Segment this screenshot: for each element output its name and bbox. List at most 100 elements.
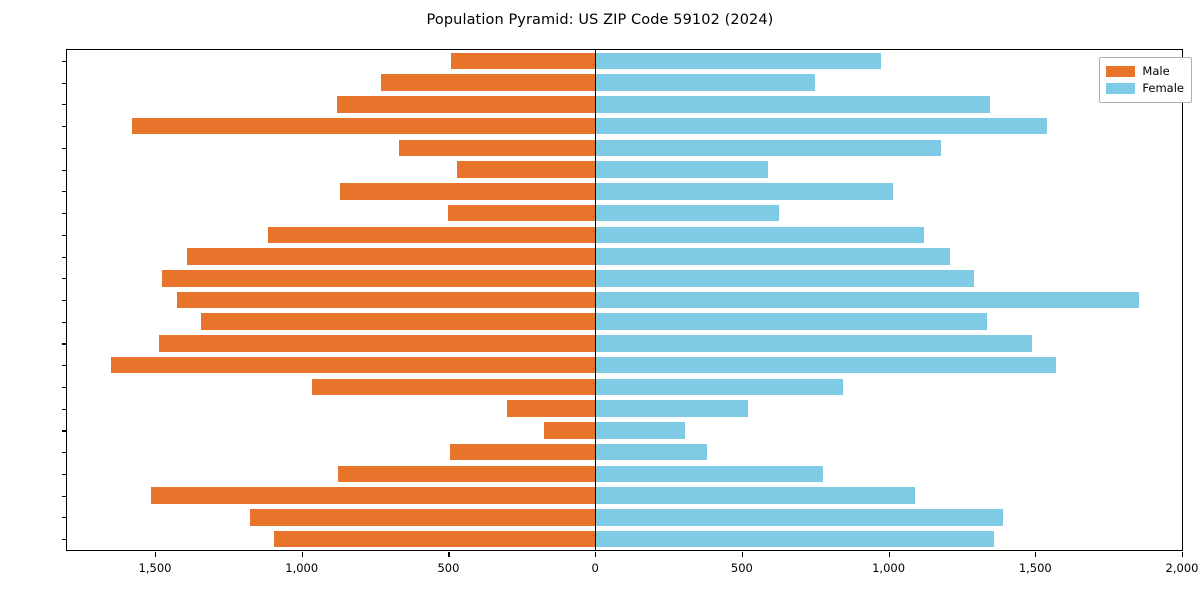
y-axis-tick: [62, 365, 67, 367]
bar-male[interactable]: [162, 270, 596, 287]
y-axis-tick: [62, 408, 67, 410]
x-axis-tick-label: 2,000: [1165, 561, 1199, 575]
bar-female[interactable]: [595, 487, 915, 504]
plot-area: 85+80-8475-7970-7467-6965-6662-6460-6155…: [62, 49, 1198, 575]
bar-male[interactable]: [448, 204, 596, 222]
x-axis-tick: [1182, 552, 1184, 557]
x-axis-tick-label: 1,500: [1018, 561, 1052, 575]
bar-female[interactable]: [595, 248, 951, 265]
bar-female[interactable]: [595, 291, 1140, 309]
bar-female[interactable]: [595, 161, 769, 178]
bar-male[interactable]: [338, 465, 596, 483]
y-axis-tick: [62, 169, 67, 171]
bar-female[interactable]: [595, 139, 942, 157]
chart-title: Population Pyramid: US ZIP Code 59102 (2…: [426, 12, 774, 28]
bar-female[interactable]: [595, 400, 748, 417]
y-axis-tick: [62, 300, 67, 302]
bar-female[interactable]: [595, 270, 974, 287]
y-axis-tick: [62, 147, 67, 149]
legend-item[interactable]: Male: [1106, 63, 1184, 80]
bar-male[interactable]: [507, 400, 596, 417]
x-axis-tick: [448, 552, 450, 557]
zero-axis-line: [595, 50, 597, 550]
bar-row: [67, 422, 1182, 439]
bar-female[interactable]: [595, 74, 816, 91]
y-axis-tick: [62, 104, 67, 106]
bar-row: [67, 139, 1182, 157]
chart-legend: Male Female: [1099, 57, 1192, 103]
bar-row: [67, 117, 1182, 135]
bar-female[interactable]: [595, 117, 1048, 135]
bar-female[interactable]: [595, 313, 987, 330]
y-axis-tick: [62, 126, 67, 128]
bar-row: [67, 226, 1182, 244]
x-axis-tick: [1035, 552, 1037, 557]
bar-male[interactable]: [543, 422, 596, 439]
bar-female[interactable]: [595, 378, 844, 396]
bar-row: [67, 335, 1182, 352]
bar-male[interactable]: [150, 487, 596, 504]
legend-label: Female: [1142, 80, 1184, 95]
bar-row: [67, 443, 1182, 461]
x-axis-tick: [741, 552, 743, 557]
y-axis-tick: [62, 278, 67, 280]
y-axis-tick: [62, 343, 67, 345]
bar-male[interactable]: [131, 117, 596, 135]
bar-female[interactable]: [595, 530, 995, 548]
bar-row: [67, 313, 1182, 330]
legend-label: Male: [1142, 63, 1170, 78]
bars-layer: [67, 50, 1182, 550]
bar-male[interactable]: [273, 530, 596, 548]
legend-item[interactable]: Female: [1106, 80, 1184, 97]
bar-female[interactable]: [595, 422, 685, 439]
bar-male[interactable]: [111, 356, 596, 374]
bar-male[interactable]: [457, 161, 596, 178]
bar-row: [67, 161, 1182, 178]
bar-female[interactable]: [595, 183, 893, 200]
bar-male[interactable]: [177, 291, 596, 309]
bar-female[interactable]: [595, 204, 779, 222]
bar-row: [67, 400, 1182, 417]
bar-female[interactable]: [595, 509, 1003, 526]
bar-row: [67, 183, 1182, 200]
x-axis-tick: [888, 552, 890, 557]
bar-male[interactable]: [250, 509, 596, 526]
y-axis-tick: [62, 386, 67, 389]
y-axis-tick: [62, 495, 67, 497]
bar-male[interactable]: [451, 52, 596, 70]
bar-row: [67, 530, 1182, 548]
bar-male[interactable]: [312, 378, 596, 396]
y-axis-tick: [62, 539, 67, 541]
bar-row: [67, 378, 1182, 396]
bar-male[interactable]: [187, 248, 596, 265]
bar-row: [67, 356, 1182, 374]
y-axis-tick: [62, 60, 67, 62]
x-axis-tick-label: 1,500: [138, 561, 172, 575]
bar-male[interactable]: [159, 335, 596, 352]
bar-row: [67, 52, 1182, 70]
bar-row: [67, 96, 1182, 113]
bar-female[interactable]: [595, 226, 924, 244]
bar-male[interactable]: [200, 313, 596, 330]
bar-female[interactable]: [595, 52, 882, 70]
bar-male[interactable]: [398, 139, 596, 157]
bar-male[interactable]: [380, 74, 596, 91]
bar-female[interactable]: [595, 96, 990, 113]
bar-male[interactable]: [267, 226, 596, 244]
bar-male[interactable]: [449, 443, 596, 461]
bar-female[interactable]: [595, 465, 823, 483]
bar-male[interactable]: [336, 96, 596, 113]
y-axis-tick: [62, 234, 67, 236]
x-axis-tick: [595, 552, 597, 557]
x-axis-tick-label: 500: [437, 561, 460, 575]
bar-row: [67, 248, 1182, 265]
x-axis-tick-label: 500: [730, 561, 753, 575]
bar-female[interactable]: [595, 356, 1056, 374]
bar-female[interactable]: [595, 335, 1033, 352]
bar-male[interactable]: [339, 183, 596, 200]
bar-row: [67, 509, 1182, 526]
x-axis-tick-label: 1,000: [285, 561, 319, 575]
bar-female[interactable]: [595, 443, 707, 461]
x-axis-tick-label: 0: [591, 561, 599, 575]
